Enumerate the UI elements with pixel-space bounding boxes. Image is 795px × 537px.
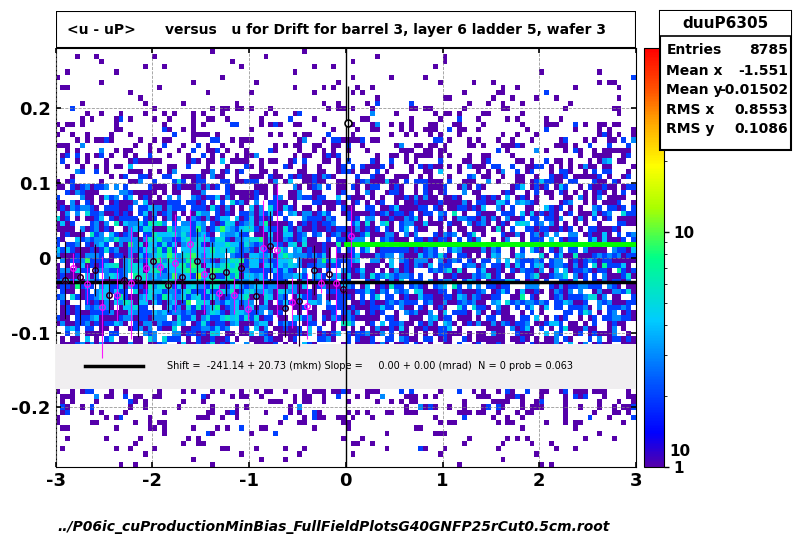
FancyBboxPatch shape [660, 11, 791, 150]
Text: 10: 10 [669, 444, 691, 459]
Text: 0.1086: 0.1086 [735, 122, 789, 136]
Bar [56, 344, 636, 389]
Text: Mean x: Mean x [666, 64, 723, 78]
Text: duuP6305: duuP6305 [682, 16, 769, 31]
FancyBboxPatch shape [660, 11, 791, 36]
Text: Shift =  -241.14 + 20.73 (mkm) Slope =     0.00 + 0.00 (mrad)  N = 0 prob = 0.06: Shift = -241.14 + 20.73 (mkm) Slope = 0.… [167, 361, 573, 371]
Text: <u - uP>      versus   u for Drift for barrel 3, layer 6 ladder 5, wafer 3: <u - uP> versus u for Drift for barrel 3… [68, 23, 607, 37]
Text: -0.01502: -0.01502 [719, 83, 789, 97]
Text: 8785: 8785 [750, 43, 789, 57]
Text: Mean y: Mean y [666, 83, 723, 97]
Text: RMS y: RMS y [666, 122, 715, 136]
Text: RMS x: RMS x [666, 103, 715, 117]
FancyBboxPatch shape [56, 11, 636, 48]
Text: ../P06ic_cuProductionMinBias_FullFieldPlotsG40GNFP25rCut0.5cm.root: ../P06ic_cuProductionMinBias_FullFieldPl… [58, 520, 610, 534]
Text: Entries: Entries [666, 43, 722, 57]
Text: 0.8553: 0.8553 [735, 103, 789, 117]
Text: -1.551: -1.551 [739, 64, 789, 78]
